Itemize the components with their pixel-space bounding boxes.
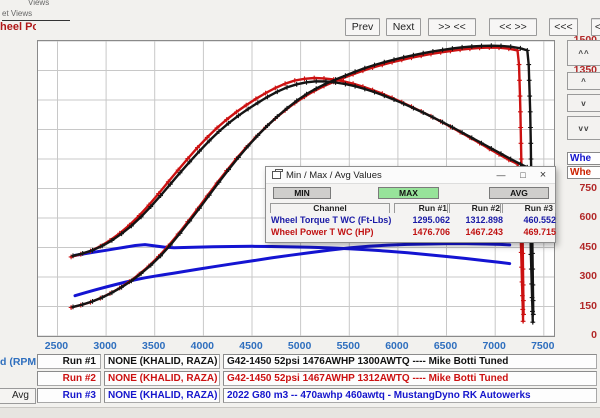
run-description-2[interactable]: G42-1450 52psi 1467AWHP 1312AWTQ ---- Mi…: [223, 371, 597, 386]
scroll-arrow-button-2[interactable]: ^: [567, 72, 600, 90]
x-tick-label: 4500: [239, 340, 263, 352]
y-axis-title: heel Pow: [0, 21, 36, 33]
toolbar-button-3[interactable]: >> <<: [428, 18, 476, 36]
dialog-channel-name: Wheel Power T WC (HP): [271, 227, 374, 237]
window-text-fragment-top: Views: [28, 0, 50, 7]
run-owner-2[interactable]: NONE (KHALID, RAZA): [104, 371, 220, 386]
dialog-max-button[interactable]: MAX: [378, 187, 439, 199]
x-tick-label: 5500: [336, 340, 360, 352]
run-owner-1[interactable]: NONE (KHALID, RAZA): [104, 354, 220, 369]
scroll-arrow-button-3[interactable]: v: [567, 94, 600, 112]
avg-button[interactable]: Avg: [0, 388, 36, 404]
dialog-max-value: 1295.062: [412, 215, 450, 225]
bottom-status-strip: [0, 407, 600, 418]
dialog-channel-name: Wheel Torque T WC (Ft-Lbs): [271, 215, 392, 225]
legend-channel-1[interactable]: Whe: [567, 152, 600, 165]
dialog-max-value: 460.552: [523, 215, 556, 225]
x-tick-label: 6500: [433, 340, 458, 352]
dialog-title-bar[interactable]: Min / Max / Avg Values — □ ×: [266, 167, 555, 184]
minimize-icon[interactable]: —: [496, 170, 506, 180]
maximize-icon[interactable]: □: [520, 170, 526, 180]
x-tick-label: 3500: [142, 340, 166, 352]
run-owner-3[interactable]: NONE (KHALID, RAZA): [104, 388, 220, 403]
run-label-2[interactable]: Run #2: [37, 371, 101, 386]
x-axis-title: d (RPM): [0, 356, 36, 368]
dialog-column-header: Run #2: [447, 203, 503, 213]
run-description-1[interactable]: G42-1450 52psi 1476AWHP 1300AWTQ ---- Mi…: [223, 354, 597, 369]
dialog-max-value: 1467.243: [465, 227, 503, 237]
dialog-min-button[interactable]: MIN: [273, 187, 331, 199]
y-tick-label: 450: [579, 240, 597, 253]
x-tick-label: 5000: [287, 340, 312, 352]
dialog-window-icon: [272, 169, 283, 179]
dialog-title: Min / Max / Avg Values: [286, 170, 382, 181]
y-tick-label: 600: [579, 211, 597, 223]
y-tick-label: 0: [591, 329, 597, 341]
x-tick-label: 2500: [44, 340, 69, 352]
close-icon[interactable]: ×: [539, 169, 547, 181]
window-text-fragment-views: et Views: [2, 9, 70, 21]
run-label-3[interactable]: Run #3: [37, 388, 101, 403]
scroll-arrow-button-4[interactable]: vv: [567, 116, 600, 140]
toolbar-button-5[interactable]: <<<: [549, 18, 578, 36]
dialog-avg-button[interactable]: AVG: [489, 187, 549, 199]
x-tick-label: 4000: [190, 340, 215, 352]
scroll-arrow-button-1[interactable]: ^^: [567, 40, 600, 66]
run-description-3[interactable]: 2022 G80 m3 -- 470awhp 460awtq - Mustang…: [223, 388, 597, 403]
x-tick-label: 3000: [93, 340, 117, 352]
run-label-1[interactable]: Run #1: [37, 354, 101, 369]
dialog-column-header: Run #1: [394, 203, 450, 213]
x-tick-label: 7500: [531, 340, 555, 352]
dialog-max-value: 469.715: [523, 227, 556, 237]
toolbar-button-6[interactable]: <: [591, 18, 600, 36]
toolbar-button-2[interactable]: Next: [386, 18, 421, 36]
x-tick-label: 6000: [385, 340, 409, 352]
y-tick-label: 300: [579, 270, 597, 282]
y-tick-label: 150: [579, 299, 597, 312]
toolbar-button-1[interactable]: Prev: [345, 18, 380, 36]
dialog-max-value: 1476.706: [412, 227, 450, 237]
min-max-avg-dialog: Min / Max / Avg Values — □ × MIN MAX AVG Ch…: [265, 166, 556, 243]
dialog-max-value: 1312.898: [465, 215, 503, 225]
dialog-column-header: Channel: [270, 203, 390, 213]
toolbar-button-4[interactable]: << >>: [489, 18, 537, 36]
y-tick-label: 750: [579, 181, 597, 194]
x-tick-label: 7000: [482, 340, 506, 352]
legend-channel-2[interactable]: Whe: [567, 166, 600, 179]
dialog-column-header: Run #3: [500, 203, 556, 213]
